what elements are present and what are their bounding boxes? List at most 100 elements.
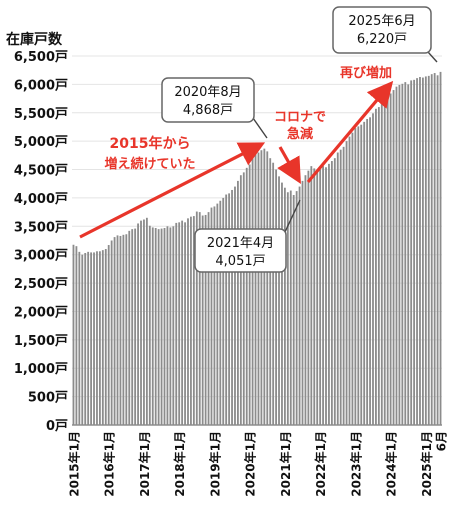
bar [75,246,78,425]
bar [301,180,304,425]
bar [292,195,295,425]
x-tick-label: 2021年1月 [278,431,293,497]
bar [181,220,184,425]
x-tick-label: 2023年1月 [348,431,363,497]
bar [198,212,201,425]
bar [401,83,404,425]
y-tick-label: 4,500戸 [14,164,68,179]
x-tick-label: 2018年1月 [172,431,187,497]
bar [222,197,225,425]
x-tick-label: 2022年1月 [313,431,328,497]
bar [116,235,119,425]
bar [216,203,219,425]
bar [316,170,319,425]
bar [145,217,148,425]
bar [242,172,245,425]
bar [422,77,424,425]
bar [319,169,322,425]
bar [157,229,160,425]
bar [330,161,333,425]
x-tick-label: 2024年1月 [384,431,399,497]
bar [289,190,292,425]
bar [351,132,354,425]
bar [210,207,213,425]
bar [148,225,151,425]
bar [269,158,272,425]
label-rise: 2015年から [110,135,191,152]
y-tick-label: 6,500戸 [14,50,68,65]
bar [78,251,81,425]
bar [160,228,163,425]
bar [93,252,95,425]
bar [413,79,416,425]
bar [369,117,371,426]
bar [348,136,351,425]
bar [416,78,418,425]
bar [375,108,377,426]
arrow-rising-2015 [79,142,266,239]
bar [140,220,142,425]
bar [192,216,195,425]
bar [110,240,113,425]
x-tick-label: 2020年1月 [243,431,258,497]
bar [113,237,116,425]
bar [172,226,175,425]
y-tick-label: 5,500戸 [14,107,68,122]
bar [328,163,330,425]
bar [101,250,104,425]
bar [169,227,172,425]
y-tick-label: 0戸 [46,419,68,434]
bar [72,244,75,425]
y-tick-label: 6,000戸 [14,78,68,93]
bar [195,211,198,425]
callout-low-2021-box [194,228,287,273]
bar [175,222,178,425]
arrow-covid-drop [277,146,301,184]
bar [134,228,137,425]
y-tick-label: 1,000戸 [14,362,68,377]
bar [128,230,131,425]
bar [281,182,283,425]
bar [310,166,313,425]
bar [436,75,439,425]
bar [333,158,336,425]
bar [201,215,204,425]
bar [424,76,427,425]
bar [190,216,192,425]
bar [245,167,248,425]
bar [90,252,92,425]
y-tick-label: 2,500戸 [14,277,68,292]
callout-peak-2020-box [161,77,255,123]
bar [231,189,233,425]
bar [404,82,407,426]
bar [383,98,386,426]
bar [234,186,236,425]
y-axis-title: 在庫戸数 [6,31,63,48]
bar [366,119,369,425]
label-covid: 急減 [287,126,313,142]
bar [143,219,145,425]
bar [254,150,257,425]
bar [377,107,380,425]
callout-low-2021-leader [284,199,301,233]
bar [178,222,181,425]
callout-low-2021-date: 2021年4月 [207,236,274,251]
bar [304,175,307,425]
bar [131,229,134,425]
bar [322,166,324,425]
bar [278,176,280,425]
bar [286,192,289,425]
y-tick-label: 3,000戸 [14,249,68,264]
y-tick-label: 4,000戸 [14,192,68,207]
bar [380,103,383,425]
bar [251,154,254,426]
bar [137,223,139,425]
bar [84,252,87,425]
bar [248,164,251,425]
bar [372,113,374,426]
bar [266,151,269,425]
callout-latest-2025-value: 6,220戸 [357,32,407,47]
bar [98,251,101,425]
callout-low-2021-value: 4,051戸 [215,254,265,269]
